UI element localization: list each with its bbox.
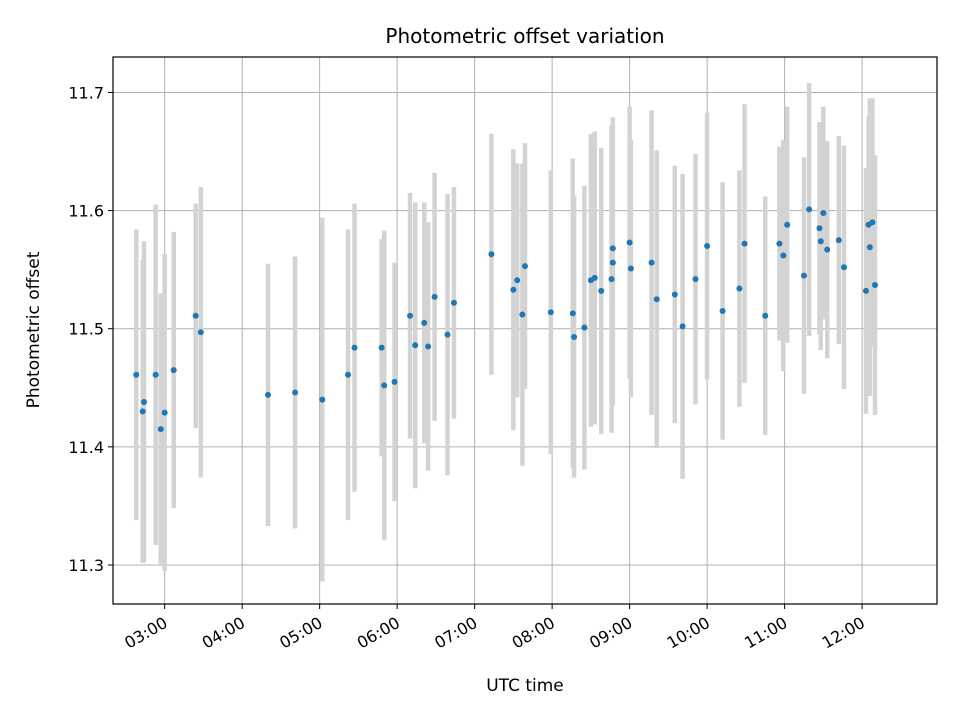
data-point bbox=[598, 287, 605, 294]
data-point bbox=[197, 329, 204, 336]
data-point bbox=[736, 285, 743, 292]
data-point bbox=[421, 319, 428, 326]
data-point bbox=[264, 391, 271, 398]
data-point bbox=[381, 382, 388, 389]
data-point bbox=[391, 378, 398, 385]
data-point bbox=[157, 426, 164, 433]
data-point bbox=[351, 344, 358, 351]
y-axis-title: Photometric offset bbox=[24, 251, 44, 408]
data-point bbox=[784, 221, 791, 228]
data-point bbox=[653, 296, 660, 303]
data-point bbox=[648, 259, 655, 266]
y-tick-label: 11.6 bbox=[68, 202, 104, 221]
data-point bbox=[780, 252, 787, 259]
data-point bbox=[292, 389, 299, 396]
data-point bbox=[824, 246, 831, 253]
data-point bbox=[704, 243, 711, 250]
plot-frame bbox=[112, 56, 938, 605]
data-point bbox=[170, 367, 177, 374]
data-point bbox=[412, 342, 419, 349]
data-point bbox=[835, 237, 842, 244]
point-layer bbox=[133, 206, 879, 433]
data-point bbox=[139, 408, 146, 415]
x-axis-title: UTC time bbox=[486, 676, 564, 696]
data-point bbox=[671, 291, 678, 298]
y-tick-label: 11.5 bbox=[68, 320, 104, 339]
data-point bbox=[425, 343, 432, 350]
data-point bbox=[591, 274, 598, 281]
data-point bbox=[800, 272, 807, 279]
data-point bbox=[866, 244, 873, 251]
data-point bbox=[133, 371, 140, 378]
y-axis: 11.3 11.4 11.5 11.6 11.7 bbox=[68, 83, 113, 575]
data-point bbox=[869, 219, 876, 226]
chart-title: Photometric offset variation bbox=[385, 24, 664, 48]
data-point bbox=[609, 259, 616, 266]
data-point bbox=[444, 331, 451, 338]
data-point bbox=[762, 312, 769, 319]
data-point bbox=[692, 276, 699, 283]
data-point bbox=[581, 324, 588, 331]
data-point bbox=[626, 239, 633, 246]
data-point bbox=[872, 282, 879, 289]
data-point bbox=[569, 310, 576, 317]
data-point bbox=[806, 206, 813, 213]
data-point bbox=[776, 240, 783, 247]
data-point bbox=[510, 286, 517, 293]
data-point bbox=[608, 276, 615, 283]
data-point bbox=[161, 409, 168, 416]
data-point bbox=[192, 312, 199, 319]
data-point bbox=[407, 312, 414, 319]
data-point bbox=[841, 264, 848, 271]
y-tick-label: 11.4 bbox=[68, 438, 104, 457]
data-point bbox=[514, 277, 521, 284]
data-point bbox=[627, 265, 634, 272]
y-tick-label: 11.3 bbox=[68, 556, 104, 575]
data-point bbox=[862, 287, 869, 294]
data-point bbox=[817, 238, 824, 245]
data-point bbox=[609, 245, 616, 252]
data-point bbox=[319, 396, 326, 403]
data-point bbox=[450, 299, 457, 306]
data-point bbox=[152, 371, 159, 378]
data-point bbox=[345, 371, 352, 378]
data-point bbox=[378, 344, 385, 351]
y-tick-label: 11.7 bbox=[68, 83, 104, 102]
data-point bbox=[431, 293, 438, 300]
data-point bbox=[679, 323, 686, 330]
data-point bbox=[519, 311, 526, 318]
data-point bbox=[820, 209, 827, 216]
data-point bbox=[522, 263, 528, 270]
data-point bbox=[547, 309, 554, 316]
data-point bbox=[816, 225, 823, 232]
data-point bbox=[571, 333, 578, 340]
data-point bbox=[741, 240, 748, 247]
data-point bbox=[719, 308, 726, 315]
data-point bbox=[488, 251, 495, 258]
data-point bbox=[140, 398, 147, 405]
